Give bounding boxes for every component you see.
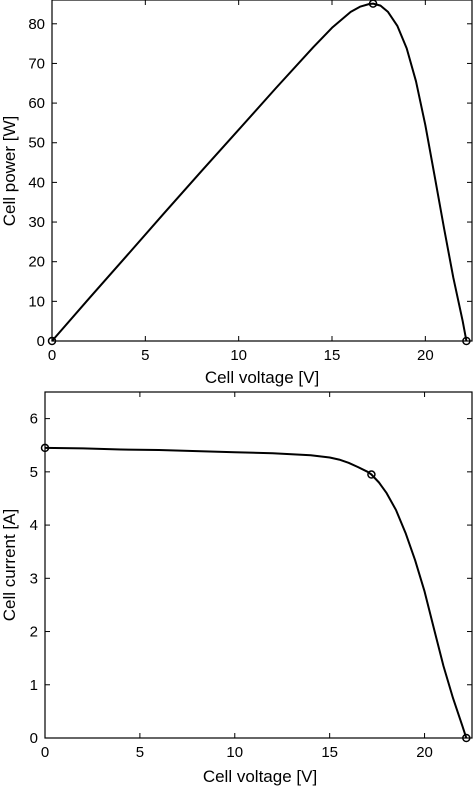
current-x-tick-label: 5: [136, 744, 144, 761]
current-y-tick-label: 6: [30, 411, 38, 428]
current-plot-frame: [44, 391, 473, 739]
power-x-tick-label: 5: [141, 347, 149, 364]
current-y-tick-label: 3: [30, 570, 38, 587]
power-marker-point: [462, 336, 471, 346]
power-ticks: 0 5 10 15 20 0 10 20 30 40 50 60 70 80: [28, 0, 472, 364]
current-marker-point: [462, 733, 471, 743]
current-y-tick-label: 2: [30, 624, 38, 641]
power-y-tick-label: 60: [28, 95, 45, 112]
power-y-tick-label: 70: [28, 55, 45, 72]
power-y-tick-label: 0: [37, 333, 45, 350]
power-plot-frame: [51, 0, 473, 342]
current-x-axis-label: Cell voltage [V]: [203, 767, 317, 786]
power-marker-point: [47, 336, 57, 346]
power-y-axis-label: Cell power [W]: [0, 116, 19, 227]
power-x-tick-label: 10: [230, 347, 247, 364]
power-y-tick-label: 30: [28, 214, 45, 231]
power-x-axis-label: Cell voltage [V]: [205, 368, 319, 387]
current-x-tick-label: 0: [41, 744, 49, 761]
current-x-tick-label: 10: [226, 744, 243, 761]
power-y-tick-label: 40: [28, 174, 45, 191]
current-y-tick-label: 0: [30, 730, 38, 747]
current-y-tick-label: 1: [30, 677, 38, 694]
power-y-tick-label: 50: [28, 135, 45, 152]
power-marker-point: [368, 0, 378, 8]
power-y-tick-label: 20: [28, 254, 45, 271]
current-voltage-chart: 0 5 10 15 20 0 1 2 3 4 5 6 Cell voltage [V] Cell cu…: [0, 391, 473, 786]
power-x-tick-label: 20: [417, 347, 434, 364]
current-x-tick-label: 20: [416, 744, 433, 761]
current-ticks: 0 5 10 15 20 0 1 2 3 4 5 6: [30, 392, 472, 761]
current-y-tick-label: 5: [30, 464, 38, 481]
current-marker-point: [367, 470, 376, 479]
power-x-tick-label: 0: [48, 347, 56, 364]
current-marker-point: [40, 443, 50, 453]
power-curve: [51, 2, 468, 342]
power-y-tick-label: 80: [28, 16, 45, 33]
current-y-axis-label: Cell current [A]: [0, 509, 19, 621]
current-series: [40, 443, 471, 743]
power-x-tick-label: 15: [324, 347, 341, 364]
power-y-tick-label: 10: [28, 293, 45, 310]
current-curve: [44, 446, 468, 739]
current-y-tick-label: 4: [30, 517, 38, 534]
current-x-tick-label: 15: [321, 744, 338, 761]
power-voltage-chart: 0 5 10 15 20 0 10 20 30 40 50 60 70 80 Cell voltage […: [0, 0, 473, 387]
power-series: [47, 0, 471, 346]
